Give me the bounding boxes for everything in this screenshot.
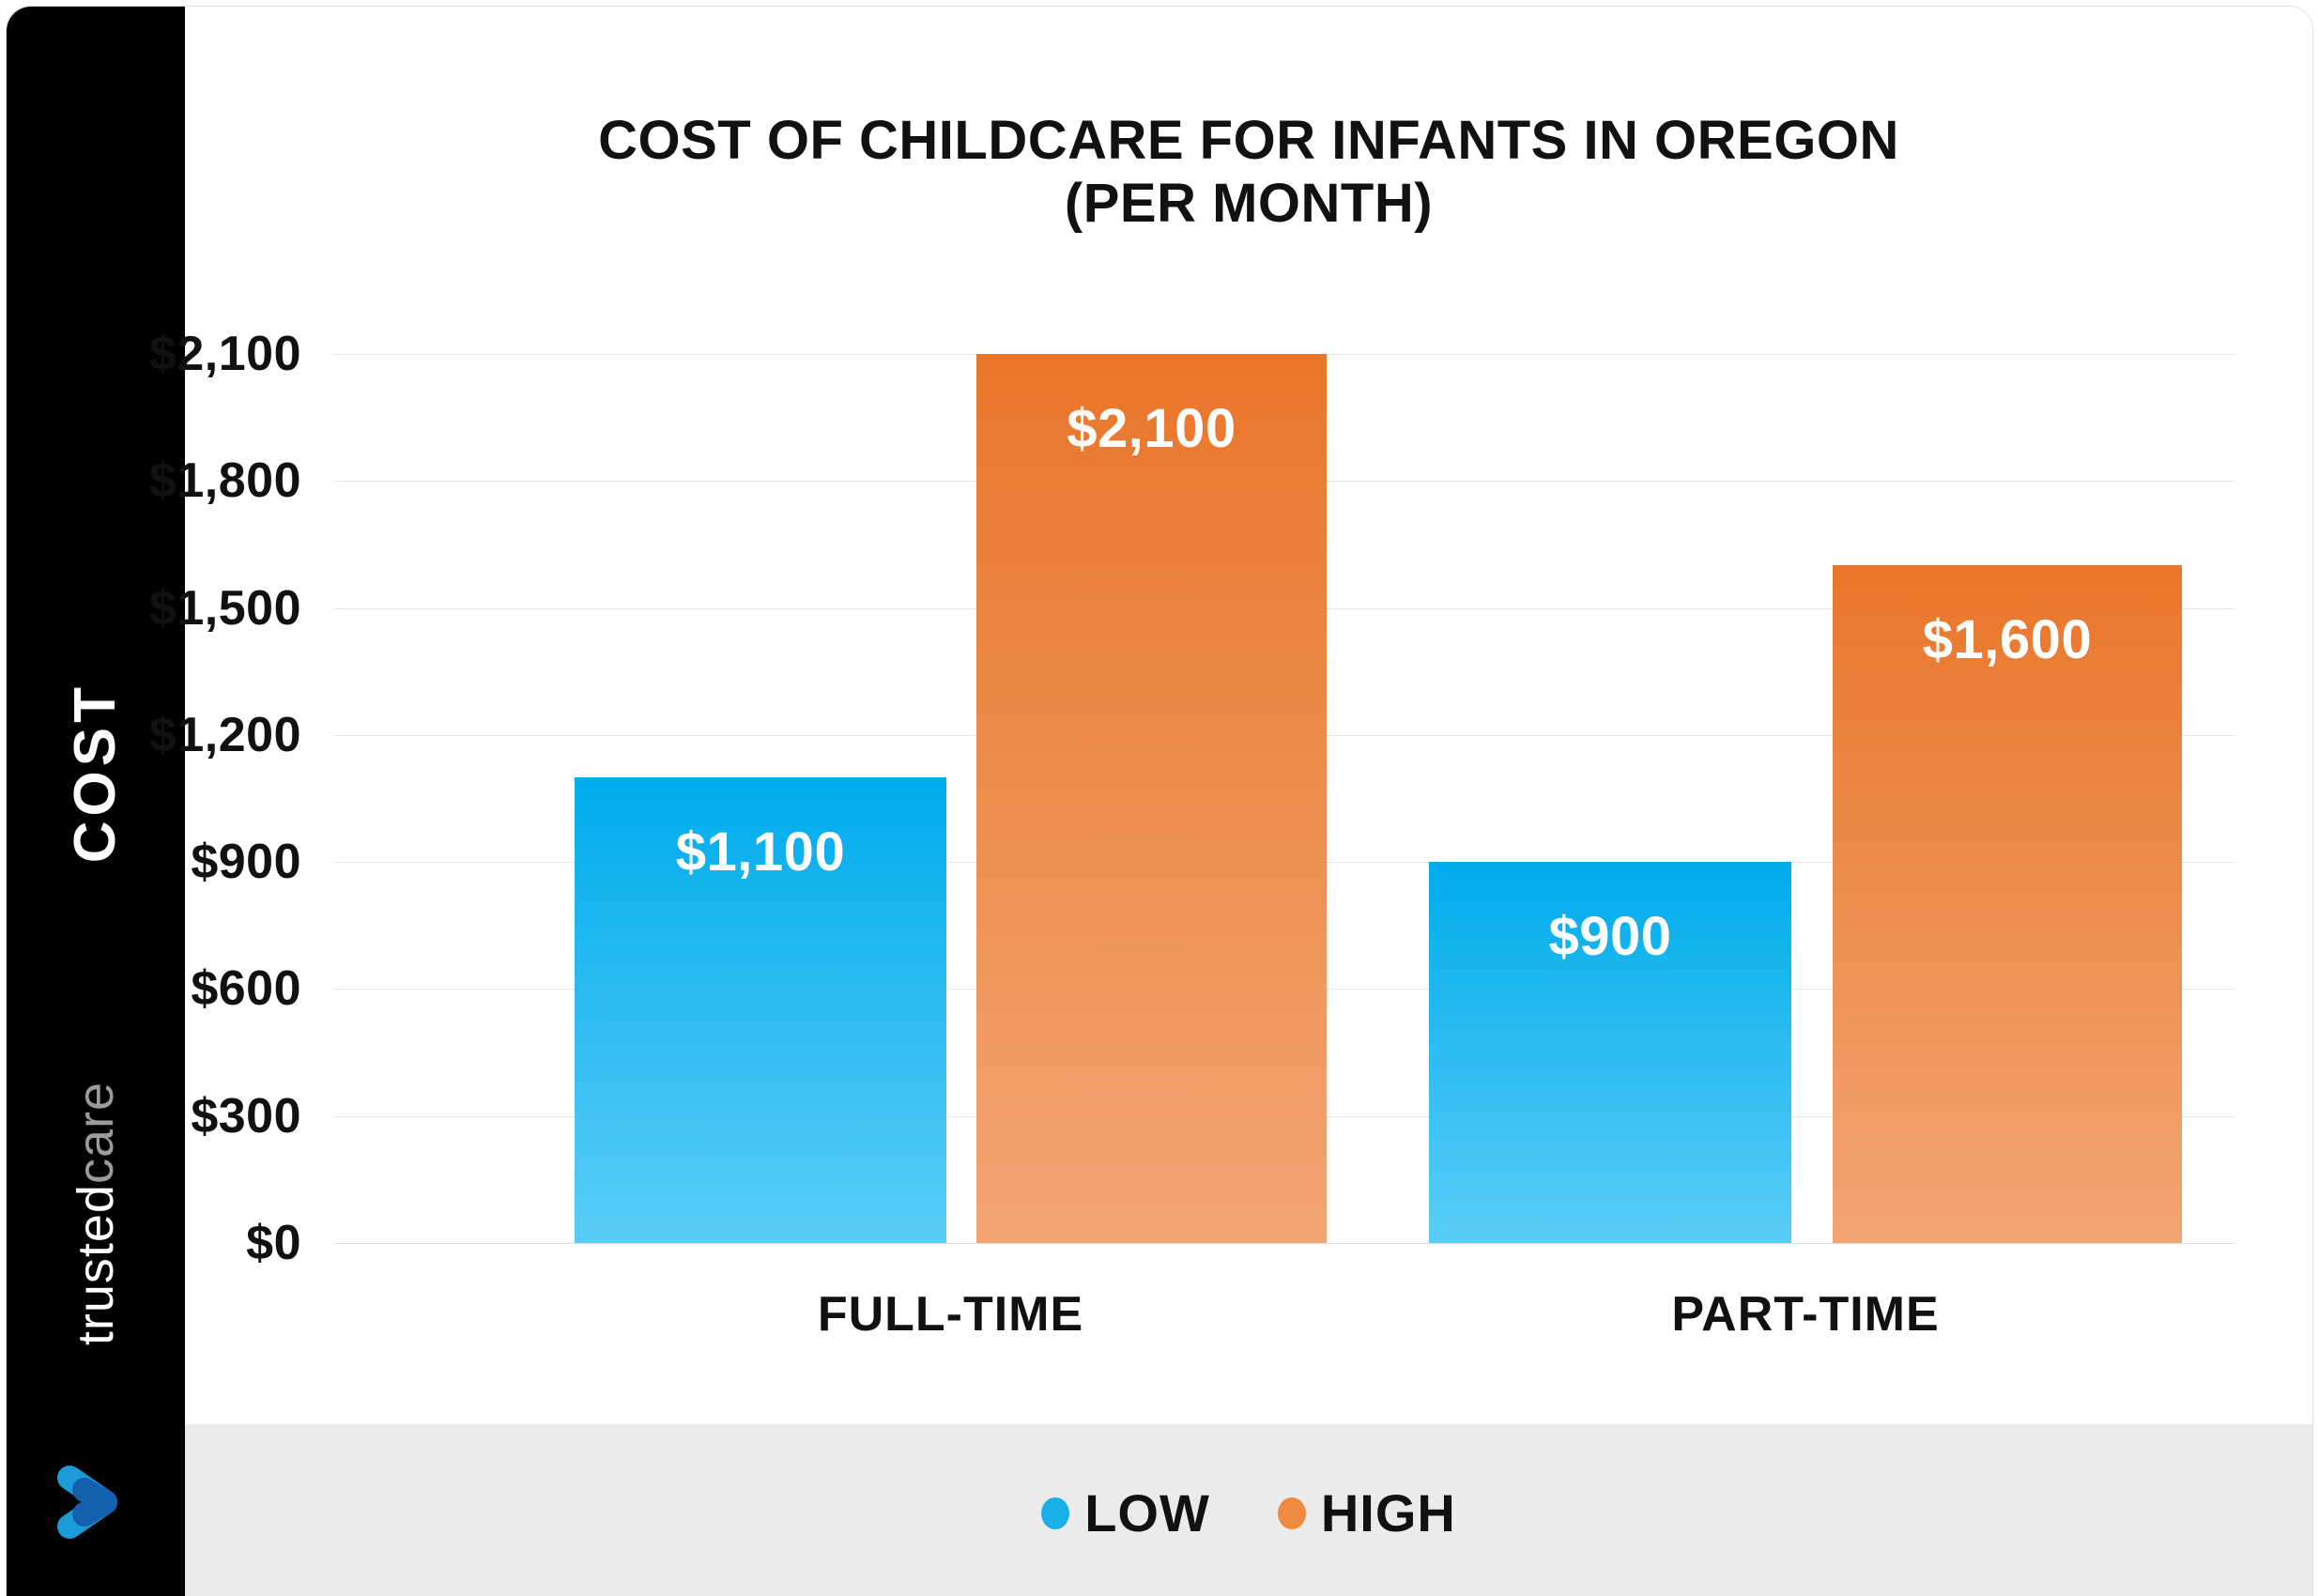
chart-title-line-1: COST OF CHILDCARE FOR INFANTS IN OREGON [598, 110, 1899, 171]
chart-legend: LOW HIGH [185, 1424, 2312, 1596]
legend-label: HIGH [1320, 1482, 1456, 1542]
bar-part-time-high: $1,600 [1833, 565, 2182, 1243]
legend-item-low[interactable]: LOW [1041, 1482, 1210, 1542]
y-axis-tick-label: $1,200 [148, 707, 301, 762]
y-axis-tick-label: $1,800 [148, 453, 301, 509]
chart-area: COST OF CHILDCARE FOR INFANTS IN OREGON … [149, 7, 2312, 1596]
x-axis-tick-label: PART-TIME [1671, 1287, 1940, 1342]
brand-name-secondary: care [68, 1082, 124, 1185]
bar-value-label: $2,100 [1067, 398, 1236, 459]
y-axis-tick-label: $2,100 [148, 327, 301, 381]
sidebar-vertical-axis-label: COST [63, 683, 128, 864]
y-axis-tick-label: $300 [191, 1088, 301, 1143]
legend-swatch-high-icon [1277, 1496, 1306, 1529]
bar-full-time-high: $2,100 [976, 354, 1327, 1243]
y-axis-tick-label: $600 [191, 961, 301, 1017]
bar-part-time-low: $900 [1429, 862, 1791, 1243]
chart-title-line-2: (PER MONTH) [1064, 172, 1434, 234]
x-axis-line [333, 1243, 2235, 1244]
bar-value-label: $1,100 [675, 821, 846, 882]
bar-full-time-low: $1,100 [575, 776, 946, 1243]
bar-value-label: $900 [1548, 906, 1672, 968]
x-axis-tick-label: FULL-TIME [817, 1287, 1084, 1342]
sidebar: COST trustedcare [7, 7, 185, 1596]
legend-label: LOW [1084, 1482, 1210, 1542]
y-axis-tick-label: $1,500 [148, 580, 301, 636]
brand-name-primary: trusted [68, 1184, 124, 1346]
bar-value-label: $1,600 [1922, 609, 2093, 671]
chevron-right-logo-icon [51, 1457, 141, 1547]
sidebar-brand-wordmark: trustedcare [68, 1082, 124, 1346]
chart-card: COST trustedcare COST OF CHILDCARE FOR I… [6, 6, 2313, 1596]
y-axis-tick-label: $0 [246, 1216, 301, 1270]
chart-title: COST OF CHILDCARE FOR INFANTS IN OREGON … [185, 110, 2312, 235]
legend-item-high[interactable]: HIGH [1277, 1482, 1456, 1542]
plot-region: $0 $300 $600 $900 $1,200 $1,500 $1,800 $2,100 $1… [149, 327, 2235, 1342]
legend-swatch-low-icon [1041, 1496, 1070, 1529]
y-axis-tick-label: $900 [191, 835, 301, 890]
